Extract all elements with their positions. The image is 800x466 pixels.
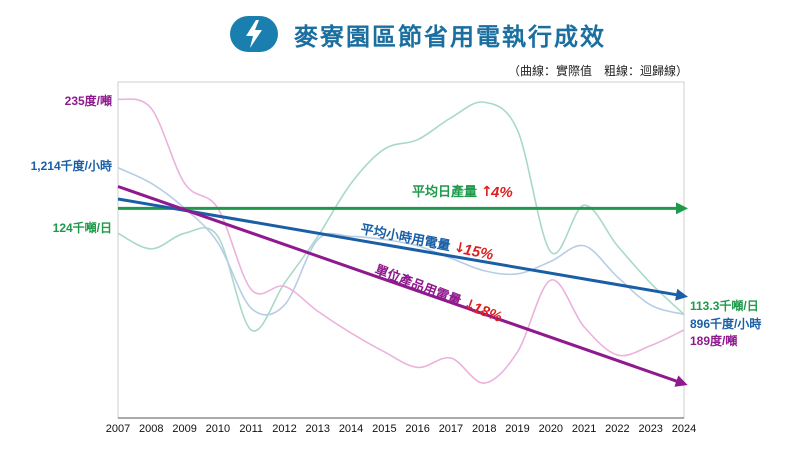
x-tick-label: 2015 (372, 423, 396, 435)
hourly_power-start-label: 1,214千度/小時 (31, 158, 112, 173)
x-tick-label: 2007 (106, 423, 130, 435)
x-tick-label: 2008 (139, 423, 163, 435)
hourly_power-regression-line (117, 197, 688, 301)
chart-subtitle: （曲線：實際值 粗線：迴歸線） (507, 64, 688, 78)
x-tick-labels: 2007 2008 2009 2010 2011 2012 2013 2014 2015 2016… (106, 423, 696, 435)
x-tick-label: 2016 (405, 423, 429, 435)
unit_power-end-label: 189度/噸 (690, 333, 737, 348)
x-tick-label: 2022 (605, 423, 629, 435)
daily_output-start-label: 124千噸/日 (53, 220, 112, 235)
x-tick-label: 2010 (206, 423, 230, 435)
x-tick-label: 2009 (172, 423, 196, 435)
unit_power-change-label: 18% (470, 299, 504, 326)
daily_output-end-label: 113.3千噸/日 (690, 298, 759, 313)
unit_power-actual-line (117, 98, 685, 384)
daily_output-change-label: 4% (490, 184, 513, 201)
daily_output-direction-arrow: ↑ (481, 184, 493, 200)
x-tick-label: 2011 (239, 423, 263, 435)
hourly_power-direction-arrow: ↓ (452, 239, 467, 257)
hourly_power-actual-line (117, 167, 685, 316)
daily_output-name-group: 平均日產量 ↑4% (412, 184, 513, 201)
unit_power-direction-arrow: ↓ (461, 296, 478, 315)
regression-series-group (117, 185, 688, 387)
unit_power-start-label: 235度/噸 (65, 93, 112, 108)
title-bar: 麥寮園區節省用電執行成效 (230, 14, 606, 54)
plot-frame (117, 81, 685, 419)
x-tick-label: 2023 (638, 423, 662, 435)
hourly_power-change-label: 15% (462, 241, 495, 263)
x-tick-label: 2020 (539, 423, 563, 435)
actual-series-group (117, 98, 685, 384)
x-tick-label: 2012 (272, 423, 296, 435)
x-tick-label: 2021 (572, 423, 596, 435)
daily_output-actual-line (117, 101, 685, 332)
title-badge (230, 16, 278, 52)
lightning-bolt-icon (246, 20, 262, 48)
unit_power-regression-line (117, 185, 688, 387)
unit_power-name-label: 單位產品用電量 (373, 262, 463, 309)
chart-title: 麥寮園區節省用電執行成效 (294, 21, 606, 51)
x-tick-label: 2019 (505, 423, 529, 435)
x-tick-label: 2018 (472, 423, 496, 435)
x-tick-label: 2013 (306, 423, 330, 435)
x-tick-label: 2014 (339, 423, 363, 435)
series-labels: 124千噸/日 113.3千噸/日 1,214千度/小時 896千度/小時 235度/噸… (31, 93, 762, 348)
x-tick-label: 2024 (672, 423, 696, 435)
daily_output-name-label: 平均日產量 (412, 184, 477, 199)
x-tick-label: 2017 (439, 423, 463, 435)
hourly_power-end-label: 896千度/小時 (690, 316, 761, 331)
